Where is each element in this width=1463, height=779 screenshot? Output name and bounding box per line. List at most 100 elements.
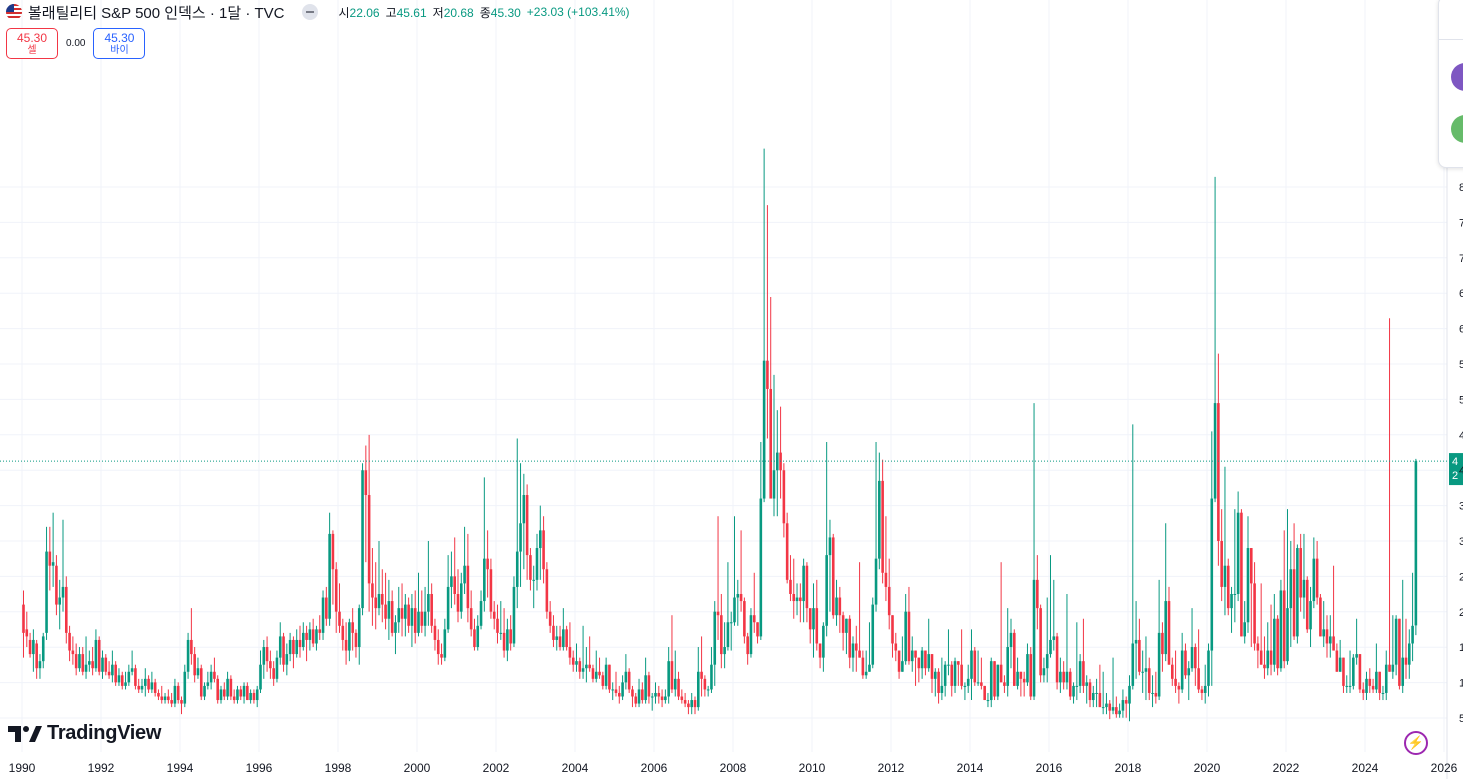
- candle: [1312, 537, 1316, 609]
- candle-body: [453, 576, 457, 594]
- candle: [496, 604, 499, 644]
- candle: [193, 647, 196, 683]
- candle: [1167, 586, 1171, 665]
- candle: [1022, 671, 1026, 697]
- high-label: 고: [385, 5, 397, 20]
- candle-body: [785, 523, 789, 580]
- candle: [473, 618, 476, 651]
- lightning-icon[interactable]: ⚡: [1404, 731, 1428, 755]
- candle-body: [1256, 643, 1260, 651]
- price-axis[interactable]: 5 1 1 2 2 3 3 4 4 5 5 6 6 7 7 8: [1459, 182, 1463, 725]
- candle: [716, 516, 720, 640]
- candle-body: [927, 654, 931, 669]
- candle: [999, 562, 1003, 683]
- candle: [22, 590, 25, 658]
- ideas-avatar-icon[interactable]: [1451, 115, 1463, 143]
- candle-body: [1236, 512, 1240, 594]
- candle: [94, 629, 98, 672]
- candle-body: [114, 664, 117, 683]
- candle: [295, 629, 299, 658]
- candle: [887, 558, 891, 630]
- y-tick-label: 8: [1459, 182, 1463, 194]
- trade-buttons: 45.30 셀 0.00 45.30 바이: [6, 28, 146, 59]
- candle-body: [1115, 707, 1118, 715]
- sell-button[interactable]: 45.30 셀: [6, 28, 58, 59]
- candle: [591, 664, 595, 683]
- candle: [822, 622, 825, 672]
- candle: [492, 601, 496, 630]
- candle: [305, 625, 308, 662]
- candle: [1273, 593, 1276, 672]
- candle: [1309, 586, 1312, 648]
- candle-body: [1414, 461, 1418, 626]
- candle: [953, 657, 957, 693]
- tradingview-logo[interactable]: TradingView: [8, 722, 161, 745]
- candle-body: [960, 664, 963, 686]
- watchlist-avatar-icon[interactable]: [1451, 63, 1463, 91]
- time-axis[interactable]: 1990 1992 1994 1996 1998 2000 2002 2004 2006 2008…: [9, 761, 1458, 775]
- collapse-legend-button[interactable]: [302, 4, 319, 20]
- candle: [48, 526, 52, 591]
- candle-body: [1019, 671, 1023, 679]
- candle-body: [1144, 668, 1148, 672]
- candle-body: [1259, 650, 1263, 665]
- candle-body: [973, 650, 977, 683]
- candle-body: [440, 654, 443, 658]
- candle-body: [341, 625, 345, 640]
- candle-body: [1365, 678, 1368, 693]
- candle-body: [147, 678, 150, 690]
- candle: [1197, 629, 1200, 693]
- candle-body: [720, 615, 723, 655]
- candle: [1371, 678, 1375, 693]
- candle: [1338, 639, 1342, 672]
- panel-divider: [1439, 39, 1463, 40]
- buy-button[interactable]: 45.30 바이: [93, 28, 146, 59]
- candle-body: [196, 668, 200, 676]
- candle-body: [137, 685, 141, 690]
- candle: [562, 608, 565, 651]
- candle: [361, 463, 364, 616]
- candle-body: [506, 629, 509, 651]
- candle: [325, 586, 328, 626]
- candle-body: [1072, 685, 1075, 697]
- candle-body: [367, 495, 371, 584]
- candle-body: [1052, 636, 1056, 640]
- candle-body: [150, 682, 154, 690]
- candle-body: [631, 689, 634, 697]
- candle-body: [262, 647, 266, 665]
- candle: [1161, 622, 1164, 672]
- candle: [216, 675, 220, 704]
- candle: [390, 590, 394, 637]
- last-price-tag-digit: 2: [1452, 470, 1458, 482]
- candle-body: [743, 601, 746, 637]
- candle-body: [1368, 678, 1372, 686]
- last-price-tag: 4 2: [1449, 453, 1463, 486]
- candle-body: [621, 682, 624, 697]
- candle: [891, 615, 894, 658]
- candle: [515, 438, 519, 609]
- candle: [611, 682, 615, 701]
- candle: [687, 700, 690, 715]
- candle-body: [532, 579, 536, 581]
- candle: [397, 586, 401, 633]
- y-tick-label: 5: [1459, 359, 1463, 371]
- candle-body: [1154, 692, 1158, 697]
- symbol-title[interactable]: 볼래틸리티 S&P 500 인덱스 · 1달 · TVC: [28, 4, 285, 22]
- y-tick-label: 2: [1459, 571, 1463, 583]
- candle: [782, 463, 786, 538]
- candle-body: [963, 685, 967, 687]
- candle-body: [222, 689, 226, 697]
- candle-body: [700, 671, 703, 679]
- candle-body: [430, 593, 433, 626]
- candle-body: [822, 625, 825, 658]
- candle: [713, 601, 717, 686]
- candle-body: [766, 360, 769, 389]
- candle: [650, 692, 654, 711]
- candle: [1378, 671, 1381, 701]
- candle-body: [835, 597, 838, 616]
- candle-body: [611, 689, 615, 691]
- candle-body: [183, 671, 187, 704]
- candle-body: [897, 650, 901, 672]
- right-widget-panel[interactable]: [1438, 0, 1463, 168]
